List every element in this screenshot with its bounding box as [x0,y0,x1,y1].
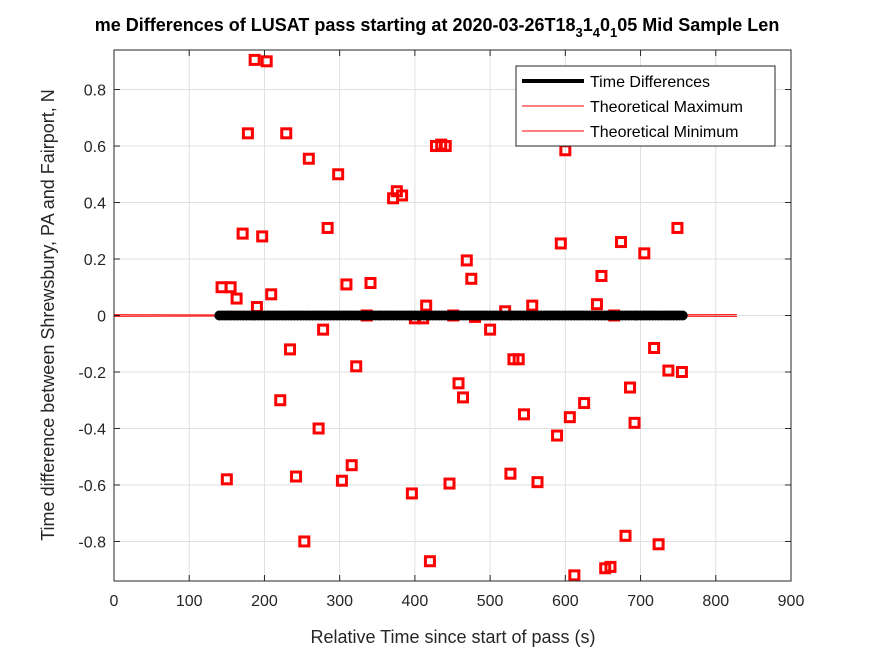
red-square-marker [460,254,473,267]
red-square-marker [274,394,287,407]
y-tick-label: -0.8 [78,534,106,551]
title-sub-3: 1 [610,25,617,40]
title-sub-2: 4 [593,25,601,40]
red-square-marker [298,535,311,548]
time-difference-point [677,310,688,321]
red-square-marker [439,140,452,153]
red-square-marker [452,377,465,390]
y-axis-label: Time difference between Shrewsbury, PA a… [38,89,58,541]
red-square-marker [554,237,567,250]
red-square-marker [236,227,249,240]
x-tick-label: 900 [778,593,805,610]
red-square-marker [551,429,564,442]
y-tick-label: 0.4 [84,196,106,213]
red-square-marker [420,299,433,312]
x-tick-label: 400 [402,593,429,610]
data-layer [114,53,737,581]
x-tick-label: 700 [627,593,654,610]
red-square-marker [423,555,436,568]
legend: Time Differences Theoretical Maximum The… [515,65,776,147]
red-square-marker [230,292,243,305]
red-square-marker [648,341,661,354]
title-prefix: me Differences of LUSAT pass starting at… [95,15,576,35]
legend-label-theoretical-minimum: Theoretical Minimum [590,124,738,141]
red-square-marker [224,281,237,294]
y-tick-label: 0.6 [84,139,106,156]
title-mid-2: 0 [600,15,610,35]
red-square-marker [595,269,608,282]
red-square-marker [484,323,497,336]
red-square-marker [317,323,330,336]
red-square-marker [321,221,334,234]
chart-title: me Differences of LUSAT pass starting at… [95,15,780,40]
red-square-marker [628,416,641,429]
legend-label-time-differences: Time Differences [590,74,710,91]
red-square-marker [504,467,517,480]
red-square-marker [624,381,637,394]
red-square-marker [335,474,348,487]
red-square-marker [248,53,261,66]
red-square-marker [290,470,303,483]
red-square-marker [260,55,273,68]
red-square-marker [241,127,254,140]
red-square-marker [590,298,603,311]
red-square-marker [220,473,233,486]
y-tick-label: -0.4 [78,421,106,438]
red-square-marker [604,560,617,573]
red-square-marker [443,477,456,490]
red-square-marker [531,476,544,489]
y-tick-label: 0 [97,309,106,326]
y-tick-label: 0.2 [84,252,106,269]
red-square-marker [457,391,470,404]
red-square-marker [302,152,315,165]
x-tick-label: 300 [326,593,353,610]
red-square-marker [652,538,665,551]
axes: 0 100 200 300 400 500 600 700 800 900 -0.8 -0.6 -0.4… [78,49,805,610]
title-mid-1: 1 [583,15,593,35]
x-tick-label: 600 [552,593,579,610]
x-tick-label: 200 [251,593,278,610]
x-axis-label: Relative Time since start of pass (s) [310,627,595,647]
red-square-marker [332,168,345,181]
red-square-marker [517,408,530,421]
red-square-marker [396,189,409,202]
title-suffix: 05 Mid Sample Len [617,15,779,35]
red-square-marker [675,365,688,378]
red-square-marker [671,221,684,234]
red-square-marker [265,288,278,301]
red-square-marker [345,459,358,472]
x-tick-label: 500 [477,593,504,610]
red-square-marker [638,247,651,260]
red-square-marker [350,360,363,373]
red-square-marker [465,272,478,285]
x-tick-label: 100 [176,593,203,610]
red-square-marker [364,277,377,290]
red-square-marker [405,487,418,500]
legend-label-theoretical-maximum: Theoretical Maximum [590,99,743,116]
red-square-marker [563,411,576,424]
plot-area [114,53,737,581]
red-square-marker [662,364,675,377]
red-square-marker [256,230,269,243]
red-square-marker [284,343,297,356]
y-tick-label: 0.8 [84,83,106,100]
red-square-marker [280,127,293,140]
red-square-marker [619,529,632,542]
red-square-marker [526,299,539,312]
red-square-marker [312,422,325,435]
y-tick-label: -0.6 [78,478,106,495]
x-tick-label: 800 [702,593,729,610]
red-square-marker [568,569,581,581]
title-sub-1: 3 [576,25,583,40]
red-square-marker [512,353,525,366]
red-square-marker [340,278,353,291]
y-tick-label: -0.2 [78,365,106,382]
x-tick-label: 0 [110,593,119,610]
red-square-marker [614,236,627,249]
red-square-marker [578,397,591,410]
